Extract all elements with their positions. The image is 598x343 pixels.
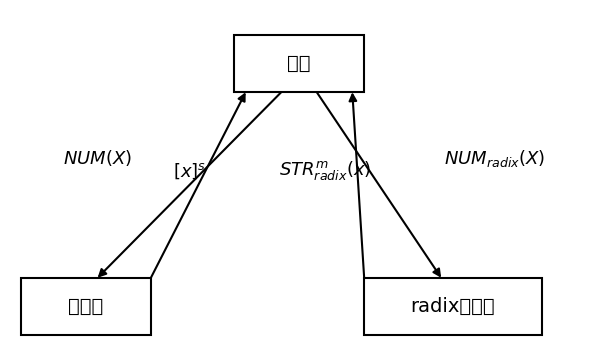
Text: radix字符串: radix字符串 [411,297,495,316]
Text: 字节串: 字节串 [68,297,103,316]
Text: $\mathit{STR}^{\mathit{m}}_{\mathit{radix}}(\mathit{x})$: $\mathit{STR}^{\mathit{m}}_{\mathit{radi… [279,160,372,183]
Text: $\mathit{NUM}(\mathit{X})$: $\mathit{NUM}(\mathit{X})$ [63,148,132,168]
Text: 整数: 整数 [287,54,311,73]
Bar [234,35,364,92]
Bar [20,278,151,335]
Text: $\mathit{NUM}_{\mathit{radix}}(\mathit{X})$: $\mathit{NUM}_{\mathit{radix}}(\mathit{X… [444,147,545,168]
Text: $[\mathit{x}]^{\mathit{s}}$: $[\mathit{x}]^{\mathit{s}}$ [173,162,206,181]
Bar [364,278,542,335]
